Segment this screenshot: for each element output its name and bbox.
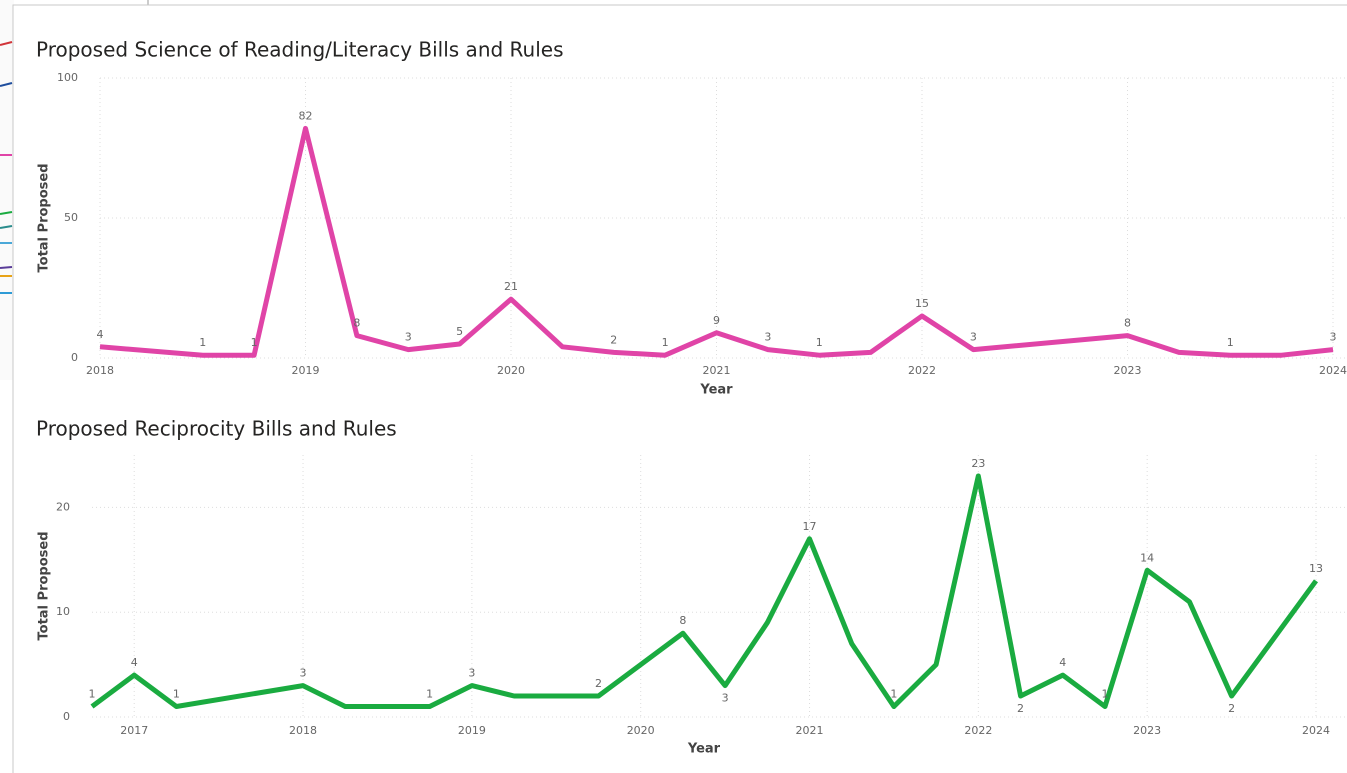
- data-label: 14: [1140, 551, 1154, 564]
- bg-line: [0, 82, 13, 87]
- data-label: 8: [1124, 317, 1131, 330]
- y-tick-label: 100: [57, 71, 78, 84]
- line-chart: Proposed Reciprocity Bills and Rules Tota…: [36, 417, 1347, 757]
- data-label: 3: [764, 331, 771, 344]
- x-tick-label: 2021: [703, 364, 731, 377]
- bg-panel: [0, 0, 14, 380]
- data-label: 1: [1101, 688, 1108, 701]
- data-label: 2: [1017, 702, 1024, 715]
- x-tick-label: 2020: [497, 364, 525, 377]
- data-label: 8: [353, 317, 360, 330]
- data-label: 1: [426, 688, 433, 701]
- background-visual: [0, 0, 149, 380]
- series-line: [90, 473, 1319, 709]
- y-axis-title: Total Proposed: [37, 163, 52, 272]
- y-axis-title: Total Proposed: [37, 531, 52, 640]
- data-label: 82: [299, 109, 313, 122]
- x-tick-label: 2021: [796, 724, 824, 737]
- data-label: 15: [915, 297, 929, 310]
- data-label: 3: [1330, 331, 1337, 344]
- x-tick-label: 2018: [289, 724, 317, 737]
- data-label: 5: [456, 325, 463, 338]
- data-label: 1: [816, 336, 823, 349]
- bg-line: [0, 211, 13, 215]
- chart-title: Proposed Reciprocity Bills and Rules: [36, 417, 397, 441]
- line-chart: Proposed Science of Reading/Literacy Bil…: [36, 38, 1347, 398]
- data-label: 4: [97, 328, 104, 341]
- x-tick-label: 2022: [964, 724, 992, 737]
- data-label: 4: [1059, 656, 1066, 669]
- data-label: 3: [405, 331, 412, 344]
- data-label: 2: [1228, 702, 1235, 715]
- y-tick-label: 0: [71, 351, 78, 364]
- bg-line: [0, 266, 13, 269]
- data-label: 1: [890, 688, 897, 701]
- data-label: 1: [89, 688, 96, 701]
- x-tick-label: 2022: [908, 364, 936, 377]
- series-line: [99, 125, 1334, 358]
- x-tick-label: 2024: [1302, 724, 1330, 737]
- x-axis-title: Year: [687, 742, 721, 757]
- data-label: 9: [713, 314, 720, 327]
- data-label: 13: [1309, 562, 1323, 575]
- data-label: 3: [300, 667, 307, 680]
- data-label: 1: [662, 336, 669, 349]
- y-tick-label: 50: [64, 211, 78, 224]
- x-tick-label: 2020: [627, 724, 655, 737]
- data-label: 21: [504, 280, 518, 293]
- data-label: 8: [679, 614, 686, 627]
- data-label: 1: [199, 336, 206, 349]
- y-tick-label: 10: [56, 605, 70, 618]
- y-tick-label: 0: [63, 710, 70, 723]
- y-tick-label: 20: [56, 500, 70, 513]
- data-label: 17: [803, 520, 817, 533]
- data-label: 1: [251, 336, 258, 349]
- bg-line: [0, 225, 13, 229]
- x-tick-label: 2024: [1319, 364, 1347, 377]
- x-tick-label: 2019: [458, 724, 486, 737]
- bg-line: [0, 41, 13, 46]
- data-label: 3: [970, 331, 977, 344]
- x-tick-label: 2018: [86, 364, 114, 377]
- data-label: 3: [468, 667, 475, 680]
- data-label: 2: [595, 677, 602, 690]
- x-tick-label: 2023: [1133, 724, 1161, 737]
- x-tick-label: 2023: [1114, 364, 1142, 377]
- data-label: 3: [722, 692, 729, 705]
- visual-panel: [12, 4, 1347, 773]
- data-label: 23: [971, 457, 985, 470]
- x-tick-label: 2017: [120, 724, 148, 737]
- data-label: 4: [131, 656, 138, 669]
- data-label: 1: [173, 688, 180, 701]
- data-label: 2: [610, 333, 617, 346]
- x-tick-label: 2019: [292, 364, 320, 377]
- data-label: 1: [1227, 336, 1234, 349]
- chart-title: Proposed Science of Reading/Literacy Bil…: [36, 38, 564, 62]
- x-axis-title: Year: [699, 383, 733, 398]
